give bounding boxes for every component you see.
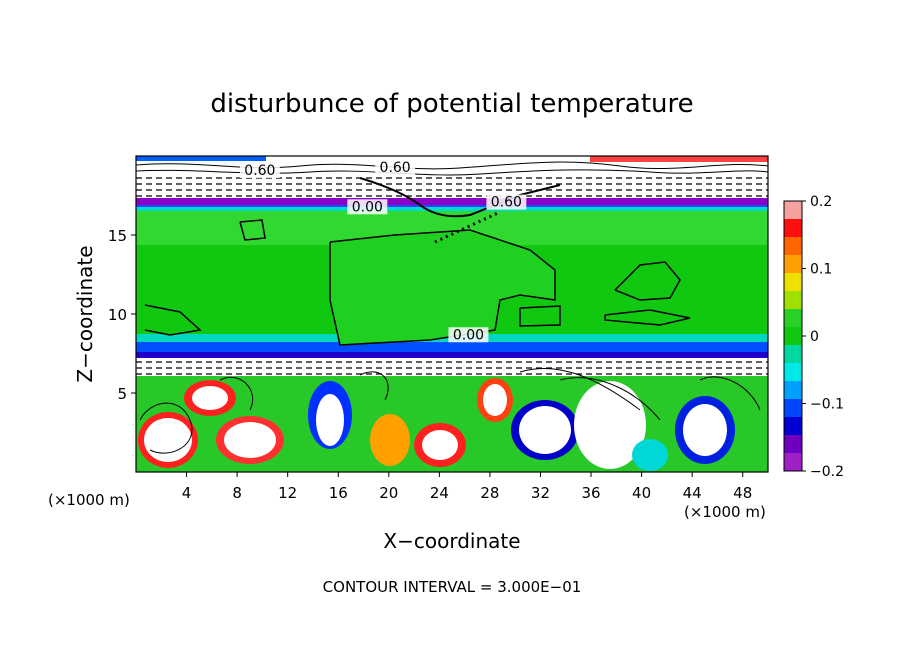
contour-label: 0.60 [491, 195, 522, 211]
tropopause-blue-line [136, 205, 768, 208]
x-tick-label: 36 [581, 484, 600, 502]
x-tick-label: 24 [430, 484, 449, 502]
colorbar-tick-label: −0.2 [810, 464, 844, 480]
low-navy-layer [136, 352, 768, 359]
blob-7 [574, 381, 646, 469]
plot-area [136, 156, 768, 472]
colorbar-segment [784, 417, 802, 436]
contour-line-zero-d [519, 305, 561, 327]
x-tick-label: 28 [480, 484, 499, 502]
blob-1w [144, 418, 192, 462]
blob-3w [316, 394, 344, 446]
dashed-contours-lower [136, 361, 768, 375]
contour-label-bg [239, 162, 280, 178]
x-axis-ticks: 4 8 12 16 20 24 28 32 36 40 44 48 [182, 472, 752, 502]
stratosphere-red-edge [590, 156, 768, 162]
contour-interval-footer: CONTOUR INTERVAL = 3.000E−01 [323, 578, 582, 596]
low-white-layer [136, 358, 768, 376]
colorbar [783, 200, 803, 472]
colorbar-segment [784, 327, 802, 346]
colorbar-segment [784, 399, 802, 418]
colorbar-segment [784, 255, 802, 274]
contour-label-bg [448, 327, 489, 343]
contour-line-zero-e [604, 309, 691, 326]
x-unit-left: (×1000 m) [48, 491, 130, 509]
colorbar-tick-label: 0 [810, 329, 819, 345]
x-tick-label: 40 [632, 484, 651, 502]
contour-line-zero-a [329, 229, 556, 346]
contour-label: 0.60 [244, 163, 275, 179]
contour-line-zero-f [239, 219, 266, 241]
colorbar-segment [784, 309, 802, 328]
x-tick-label: 4 [182, 484, 192, 502]
x-tick-label: 32 [531, 484, 550, 502]
x-tick-label: 48 [733, 484, 752, 502]
blob-5w [483, 384, 507, 416]
contour-label-layer: 0.60 0.60 0.60 0.00 0.00 [239, 159, 527, 343]
low-blue-layer [136, 342, 768, 354]
x-axis-label: X−coordinate [383, 529, 520, 553]
colorbar-segment [784, 273, 802, 292]
y-tick-label: 15 [108, 227, 127, 245]
colorbar-segment [784, 381, 802, 400]
x-tick-label: 8 [232, 484, 242, 502]
colorbar-tick-label: 0.1 [810, 262, 832, 278]
colorbar-segment [784, 345, 802, 364]
colorbar-segment [784, 219, 802, 238]
y-tick-label: 10 [108, 306, 127, 324]
blob-10 [370, 414, 410, 466]
colorbar-segment [784, 291, 802, 310]
stratosphere-white [136, 156, 768, 198]
contour-line-zero-b [614, 261, 681, 301]
x-tick-label: 44 [683, 484, 702, 502]
colorbar-segment [784, 237, 802, 256]
colorbar-tick-label: −0.1 [810, 397, 844, 413]
tropopause-purple-band [136, 198, 768, 207]
stratosphere-blue-edge [136, 156, 266, 161]
contour-label: 0.00 [453, 327, 484, 343]
colorbar-segment [784, 363, 802, 382]
contour-label-bg [347, 199, 388, 215]
blob-4w [422, 430, 458, 460]
colorbar-segment [784, 435, 802, 454]
blob-11 [632, 439, 668, 471]
x-tick-label: 12 [278, 484, 297, 502]
y-tick-label: 5 [117, 385, 127, 403]
blob-8w [683, 404, 727, 456]
chart-title: disturbunce of potential temperature [210, 89, 693, 119]
wave-trace [359, 177, 561, 218]
convective-contours [139, 368, 761, 454]
x-tick-label: 20 [379, 484, 398, 502]
blob-9w [192, 386, 228, 410]
contour-label-bg [486, 194, 527, 210]
y-axis-ticks: 5 10 15 [108, 227, 136, 403]
y-axis-label: Z−coordinate [73, 245, 97, 382]
x-tick-label: 16 [329, 484, 348, 502]
colorbar-ticks: 0.2 0.1 0 −0.1 −0.2 [802, 194, 844, 480]
colorbar-segment [784, 201, 802, 220]
blob-6w [519, 406, 571, 454]
contour-line-zero-c [144, 304, 202, 336]
colorbar-segment [784, 453, 802, 472]
contour-label: 0.00 [352, 199, 383, 215]
dashed-contours-upper [136, 177, 768, 197]
blob-2w [224, 422, 276, 458]
contour-label: 0.60 [380, 160, 411, 176]
x-unit-right: (×1000 m) [684, 503, 766, 521]
upper-cyan-line [136, 207, 768, 211]
colorbar-tick-label: 0.2 [810, 194, 832, 210]
contour-label-bg [375, 159, 416, 175]
